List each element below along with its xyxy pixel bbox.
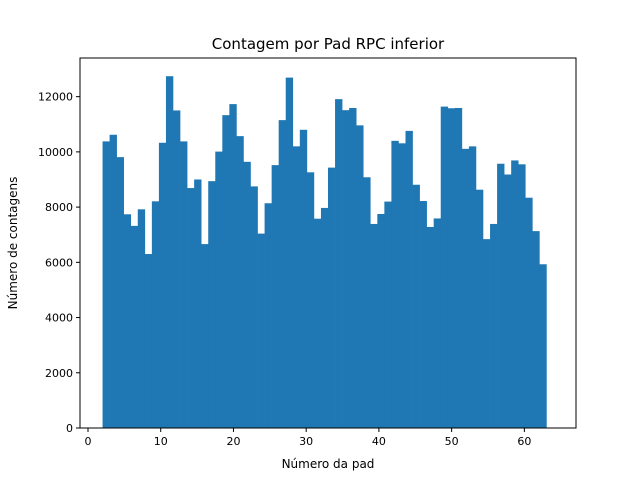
histogram-bar (299, 129, 308, 429)
histogram-bar (328, 167, 336, 428)
histogram-bar (123, 214, 132, 428)
histogram-bar (116, 157, 124, 428)
histogram-bar (313, 218, 322, 428)
x-tick-label: 60 (517, 435, 531, 448)
histogram-bar (144, 254, 153, 428)
histogram-bar (180, 141, 188, 428)
bars-group (102, 76, 547, 429)
y-axis-label: Número de contagens (6, 177, 20, 310)
y-tick-label: 2000 (45, 367, 73, 380)
histogram-bar (525, 197, 533, 428)
histogram-bar (490, 223, 498, 428)
histogram-bar (320, 207, 329, 428)
histogram-bar (173, 110, 181, 429)
histogram-bar (447, 108, 456, 428)
histogram-bar (335, 99, 343, 428)
histogram-bar (278, 120, 287, 428)
histogram-bar (137, 209, 146, 428)
histogram-bar (391, 140, 399, 428)
histogram-bar (440, 106, 449, 428)
histogram-bar (257, 233, 265, 428)
x-tick-label: 20 (226, 435, 240, 448)
x-axis-ticks: 0 10 20 30 40 50 60 (85, 428, 531, 448)
histogram-bar (363, 177, 371, 428)
histogram-bar (468, 146, 477, 429)
y-axis-ticks: 0 2000 4000 6000 8000 10000 12000 (38, 91, 80, 435)
x-tick-label: 0 (85, 435, 92, 448)
histogram-bar (243, 161, 251, 428)
histogram-bar (497, 163, 505, 428)
histogram-bar (342, 110, 350, 428)
x-axis-label: Número da pad (282, 457, 375, 471)
histogram-bar (419, 201, 427, 428)
x-tick-label: 10 (154, 435, 168, 448)
histogram-bar (187, 188, 195, 428)
histogram-bar (229, 104, 237, 429)
y-tick-label: 10000 (38, 146, 73, 159)
histogram-bar (151, 201, 160, 428)
histogram-bar (306, 172, 315, 428)
y-tick-label: 12000 (38, 91, 73, 104)
histogram-bar (433, 218, 442, 428)
x-tick-label: 40 (372, 435, 386, 448)
histogram-bar (454, 107, 463, 428)
histogram-bar (398, 143, 406, 428)
histogram-bar (109, 134, 117, 428)
y-tick-label: 8000 (45, 201, 73, 214)
histogram-bar (539, 264, 547, 428)
histogram-bar (483, 239, 491, 428)
histogram-bar (412, 184, 420, 428)
histogram-bar (285, 77, 294, 428)
histogram-bar (384, 201, 392, 428)
histogram-bar (405, 130, 413, 428)
histogram-bar (292, 146, 301, 429)
histogram-bar (250, 186, 258, 428)
y-tick-label: 4000 (45, 312, 73, 325)
x-tick-label: 30 (299, 435, 313, 448)
histogram-bar (532, 231, 540, 428)
histogram-bar (165, 76, 174, 428)
histogram-bar (504, 174, 512, 428)
histogram-bar (208, 181, 216, 428)
histogram-bar (370, 223, 378, 428)
histogram-bar (271, 165, 279, 428)
y-tick-label: 6000 (45, 256, 73, 269)
histogram-bar (201, 244, 209, 428)
histogram-bar (215, 151, 223, 428)
histogram-bar (349, 107, 357, 428)
histogram-bar (426, 226, 434, 428)
histogram-bar (264, 203, 272, 428)
histogram-bar (236, 136, 244, 428)
histogram-bar (158, 142, 167, 428)
histogram-bar (194, 179, 202, 428)
y-tick-label: 0 (66, 422, 73, 435)
histogram-bar (102, 141, 110, 428)
x-tick-label: 50 (445, 435, 459, 448)
histogram-bar (461, 148, 470, 428)
plot-frame (79, 57, 577, 429)
histogram-bar (377, 214, 385, 428)
histogram-bar (222, 115, 230, 428)
chart-title: Contagem por Pad RPC inferior (212, 35, 445, 53)
histogram-bar (475, 189, 484, 428)
histogram-bar (356, 125, 364, 429)
histogram-bar (511, 160, 519, 428)
histogram-bar (130, 225, 139, 428)
histogram-bar (518, 164, 526, 428)
